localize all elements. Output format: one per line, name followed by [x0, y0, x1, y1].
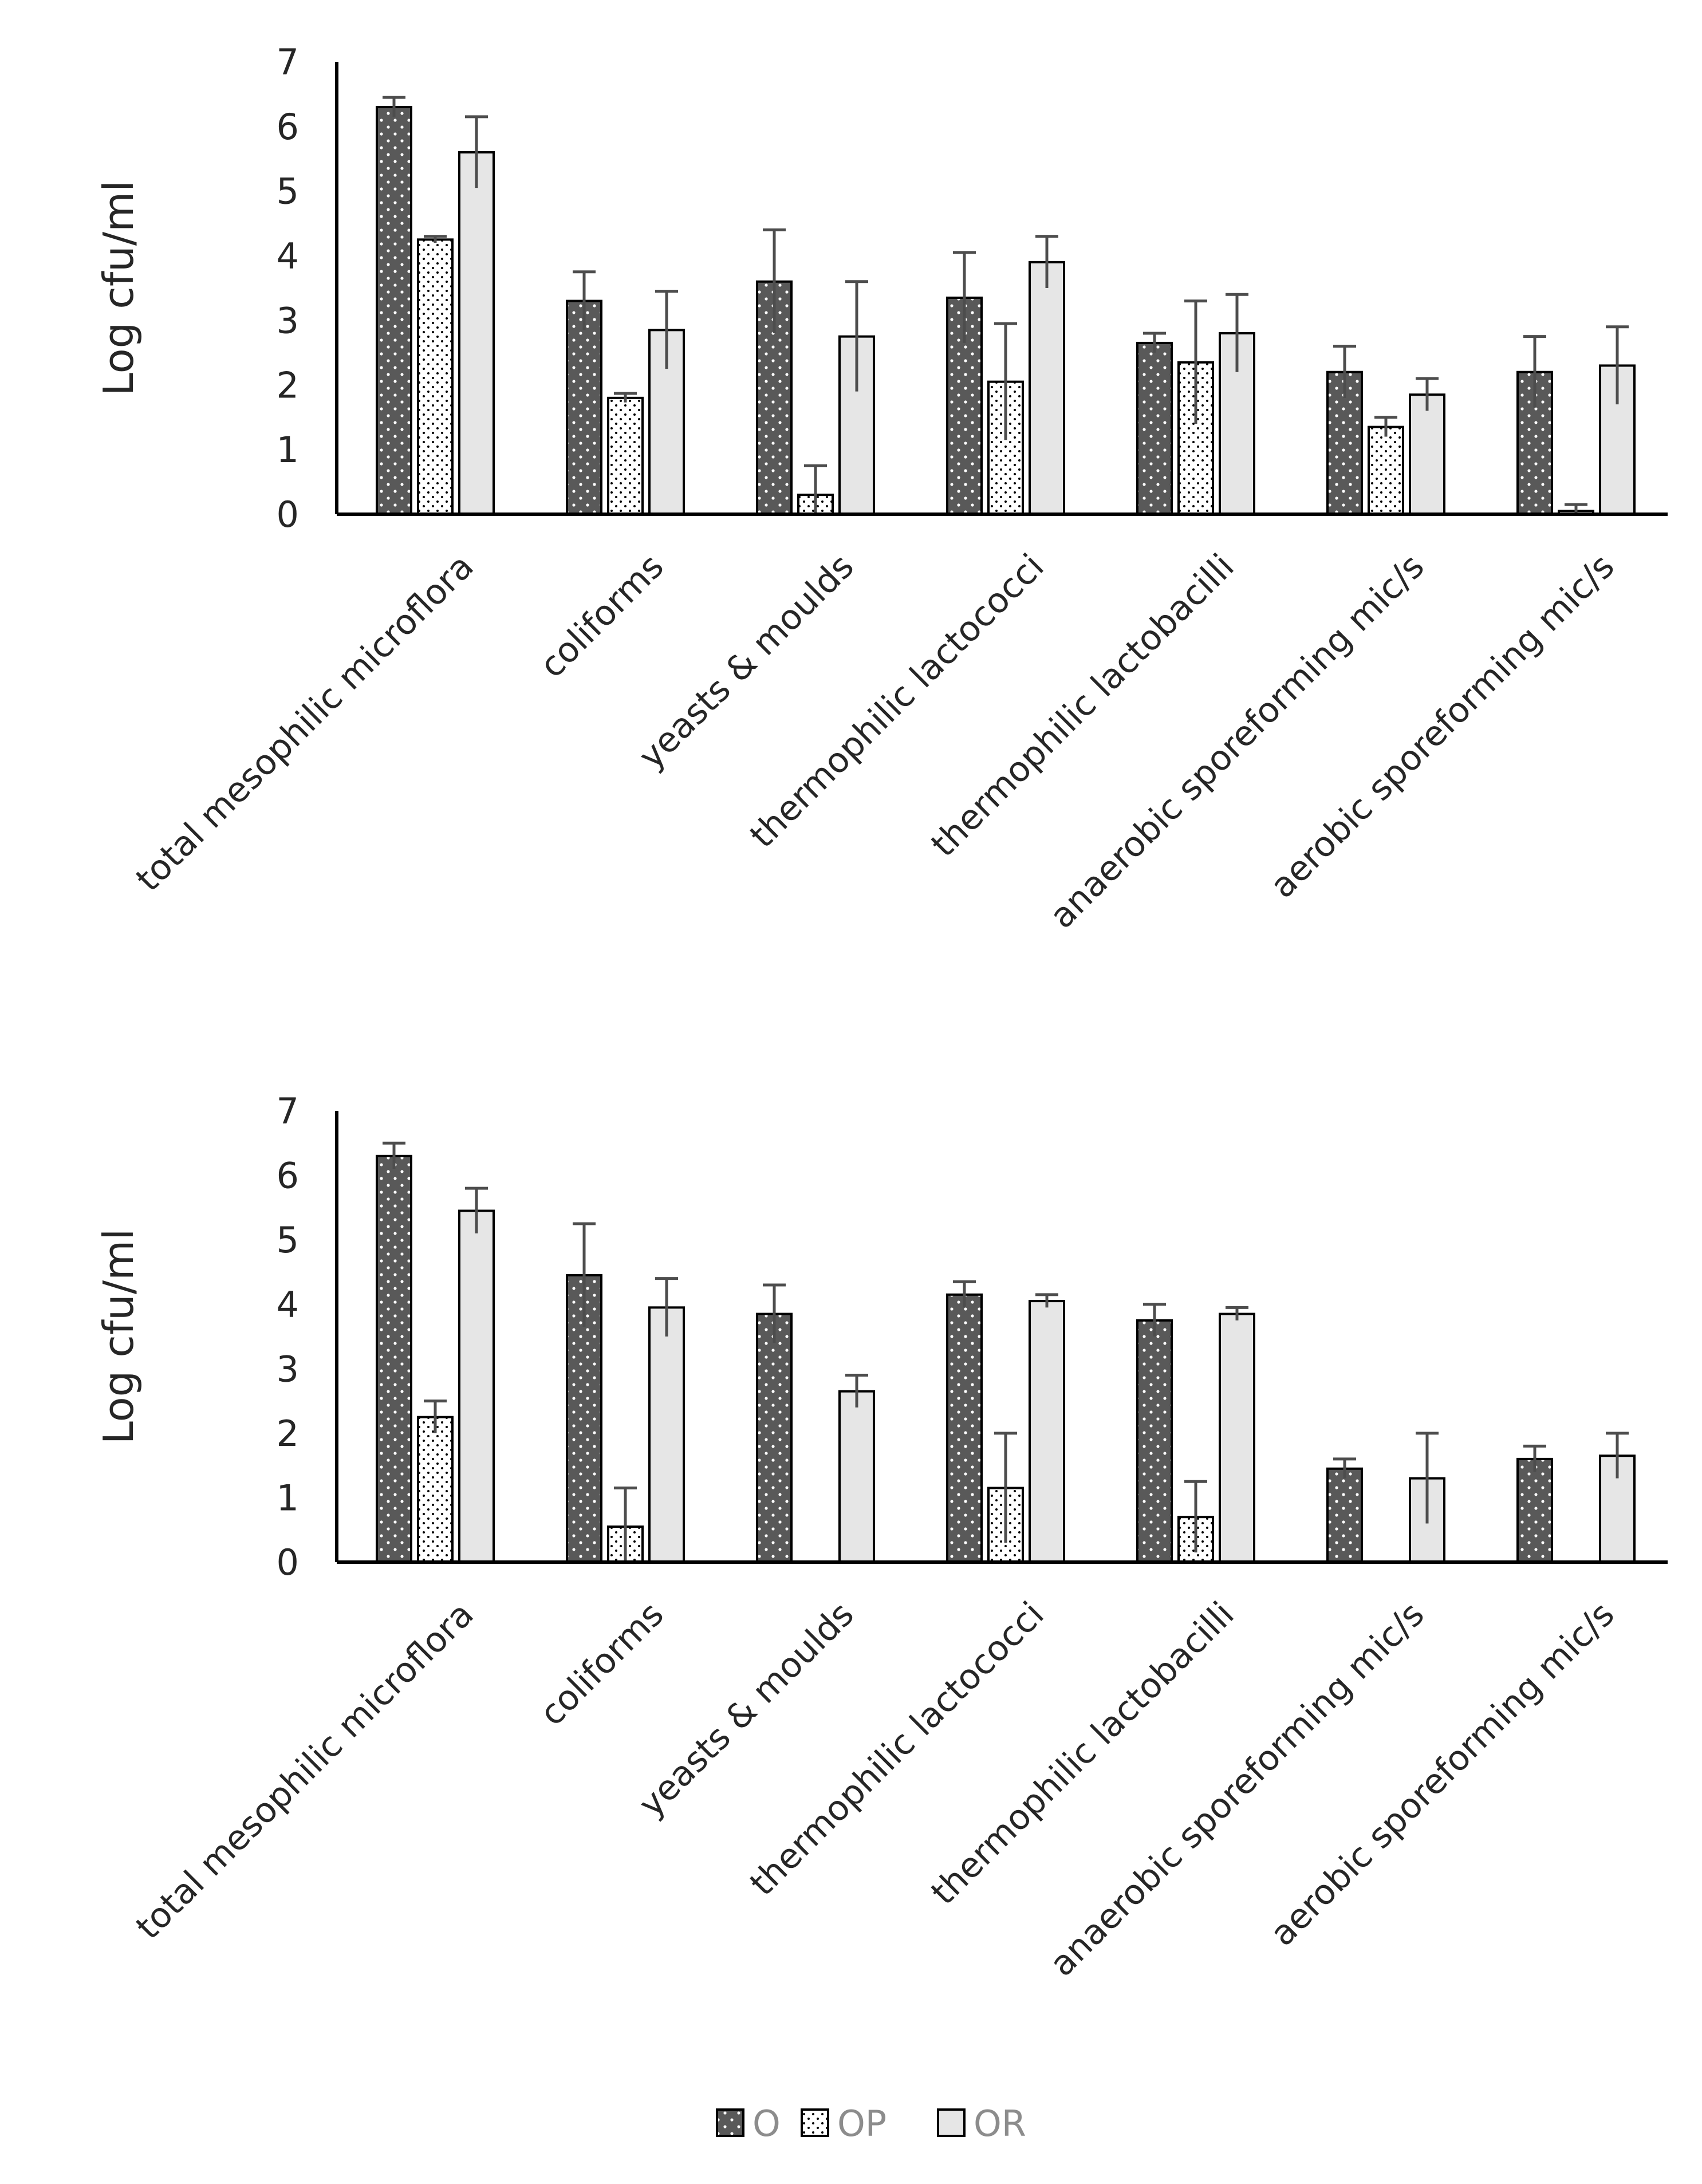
bar-o	[1516, 1457, 1553, 1564]
bar-or	[458, 1209, 495, 1563]
y-tick-label: 4	[277, 235, 299, 277]
y-tick-label: 0	[277, 1542, 299, 1583]
bar-or	[648, 1306, 685, 1563]
bar-o	[376, 106, 412, 515]
legend-swatch-op	[801, 2108, 829, 2137]
x-tick-label: aerobic sporeforming mic/s	[1263, 1594, 1622, 1954]
x-tick-label: thermophilic lactobacilli	[923, 1594, 1242, 1913]
bar-or	[1219, 1312, 1255, 1564]
x-tick-label: total mesophilic microflora	[128, 546, 482, 900]
y-tick-label: 0	[277, 494, 299, 535]
legend-label-op: OP	[837, 2103, 887, 2144]
x-tick-label: coliforms	[532, 546, 671, 685]
x-tick-label: thermophilic lactobacilli	[923, 546, 1242, 865]
y-tick-label: 4	[277, 1284, 299, 1326]
bar-op	[1368, 425, 1404, 516]
bar-o	[566, 299, 602, 515]
bar-o	[1136, 1319, 1173, 1564]
x-tick-label: anaerobic sporeforming mic/s	[1042, 1594, 1432, 1984]
bar-o	[756, 1312, 793, 1564]
x-tick-label: anaerobic sporeforming mic/s	[1042, 546, 1432, 936]
y-tick-label: 3	[277, 1348, 299, 1390]
legend-swatch-o	[716, 2108, 744, 2137]
bar-op	[607, 396, 644, 515]
legend-swatch-or	[937, 2108, 966, 2137]
y-axis-title: Log cfu/ml	[94, 1229, 143, 1444]
y-axis-title: Log cfu/ml	[94, 180, 143, 396]
bar-o	[946, 1293, 983, 1564]
bar-or	[1409, 393, 1445, 516]
bar-op	[417, 238, 454, 515]
legend: O OP OR	[716, 2103, 1026, 2144]
bar-op	[417, 1416, 454, 1564]
chart-2: Log cfu/ml 0 1 2 3 4 5 6 7 total mesophilic micro…	[94, 1090, 1668, 1984]
legend-label-or: OR	[974, 2103, 1026, 2144]
y-tick-label: 1	[277, 1477, 299, 1519]
y-tick-label: 2	[277, 1413, 299, 1454]
y-tick-label: 7	[277, 1090, 299, 1132]
x-tick-label: total mesophilic microflora	[128, 1594, 482, 1948]
y-tick-label: 6	[277, 106, 299, 148]
charts: Log cfu/ml 0 1 2 3 4 5 6 7 total mesophilic micro…	[94, 41, 1668, 1984]
bar-o	[376, 1154, 412, 1564]
y-tick-label: 5	[277, 1219, 299, 1261]
chart-1: Log cfu/ml 0 1 2 3 4 5 6 7 total mesophilic micro…	[94, 41, 1668, 936]
bar-o	[1136, 341, 1173, 516]
y-tick-label: 7	[277, 41, 299, 83]
bar-o	[1326, 1467, 1363, 1564]
y-tick-label: 6	[277, 1155, 299, 1197]
y-tick-label: 1	[277, 429, 299, 471]
x-tick-label: coliforms	[532, 1594, 671, 1733]
y-tick-label: 5	[277, 171, 299, 212]
bar-or	[458, 151, 495, 515]
legend-label-o: O	[752, 2103, 781, 2144]
bar-or	[1029, 261, 1065, 515]
y-tick-label: 3	[277, 299, 299, 341]
bar-or	[1029, 1300, 1065, 1563]
x-tick-label: aerobic sporeforming mic/s	[1263, 546, 1622, 906]
bar-or	[838, 1390, 875, 1564]
y-tick-label: 2	[277, 364, 299, 406]
